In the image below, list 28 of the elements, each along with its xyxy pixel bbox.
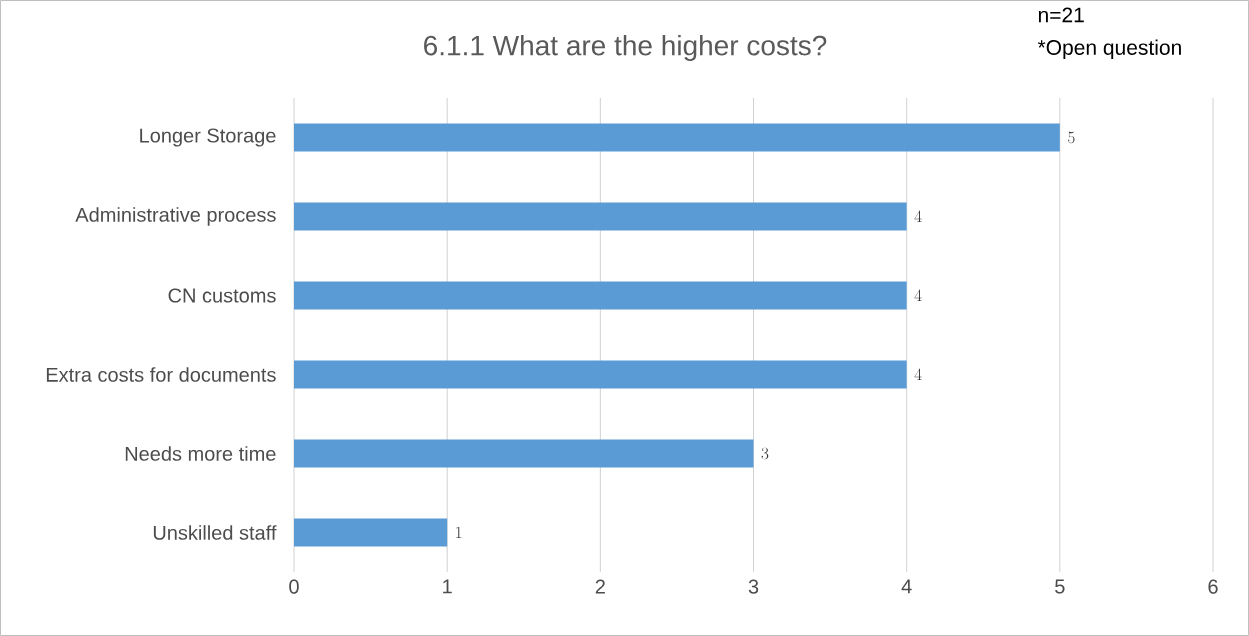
data-label: 3	[761, 447, 769, 460]
text: n=21	[1038, 7, 1084, 23]
y-tick-label: Unskilled staff	[153, 525, 277, 540]
bar	[294, 202, 907, 231]
chart-title: 6.1.1 What are the higher costs?	[424, 34, 827, 62]
bar	[294, 281, 907, 310]
data-label: 4	[914, 368, 922, 381]
data-label: 4	[914, 289, 922, 302]
x-tick-label: 1	[443, 579, 452, 594]
x-tick-label: 5	[1055, 579, 1065, 594]
y-tick-label: Administrative process	[75, 207, 276, 226]
bar	[294, 439, 754, 468]
y-tick-label: Extra costs for documents	[46, 367, 276, 382]
bar	[294, 360, 907, 389]
data-label: 1	[456, 526, 462, 539]
x-tick-label: 6	[1208, 579, 1218, 594]
y-tick-label: Needs more time	[125, 446, 276, 461]
data-label: 5	[1068, 131, 1075, 144]
x-tick-label: 2	[595, 579, 605, 594]
data-label: 4	[914, 210, 922, 223]
text: *Open question	[1037, 39, 1181, 60]
x-tick-label: 0	[289, 579, 299, 594]
bar	[294, 123, 1060, 152]
x-tick-label: 4	[901, 579, 912, 594]
bar	[294, 518, 448, 547]
x-tick-label: 3	[748, 579, 759, 594]
y-tick-label: Longer Storage	[140, 128, 276, 147]
y-tick-label: CN customs	[168, 288, 276, 303]
